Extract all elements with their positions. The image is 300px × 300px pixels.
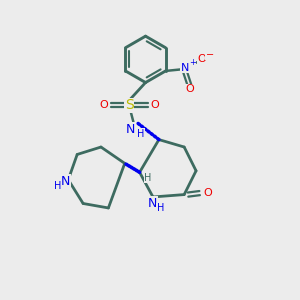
- Text: H: H: [54, 181, 61, 191]
- Text: N: N: [148, 197, 157, 210]
- Text: S: S: [125, 98, 134, 112]
- Text: +: +: [189, 58, 196, 68]
- Text: H: H: [157, 203, 164, 213]
- Text: O: O: [203, 188, 212, 198]
- Text: H: H: [144, 172, 152, 183]
- Text: O: O: [186, 84, 194, 94]
- Text: H: H: [137, 129, 144, 139]
- Text: O: O: [197, 54, 206, 64]
- Text: O: O: [99, 100, 108, 110]
- Text: N: N: [61, 175, 70, 188]
- Text: N: N: [125, 123, 135, 136]
- Text: O: O: [150, 100, 159, 110]
- Text: −: −: [206, 50, 214, 60]
- Text: N: N: [181, 63, 189, 73]
